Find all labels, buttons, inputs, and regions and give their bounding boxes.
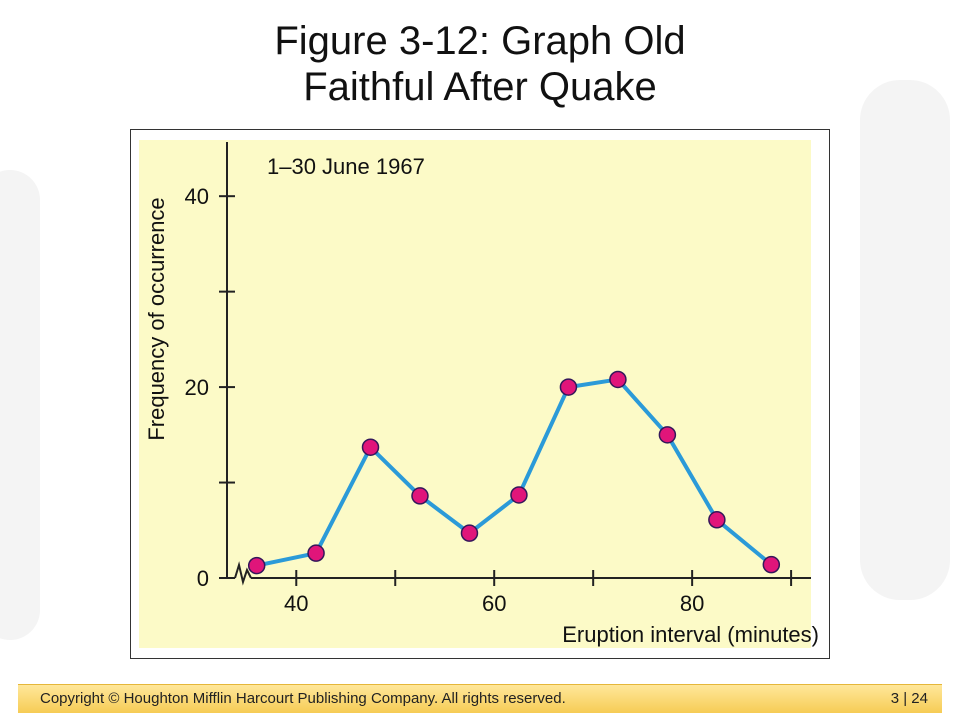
y-tick-label: 20 [185, 375, 209, 400]
y-tick-label: 0 [197, 566, 209, 591]
data-point [762, 555, 781, 574]
footer-page-number: 3 | 24 [890, 690, 928, 707]
line-chart: 0 20 40 40 60 80 1–30 June 1967 Eruption interv… [139, 140, 819, 648]
data-point [411, 487, 429, 505]
data-point [708, 511, 726, 529]
background-watermark-left [0, 170, 40, 640]
chart-annotation: 1–30 June 1967 [267, 154, 425, 179]
data-point [559, 378, 578, 396]
slide-title: Figure 3-12: Graph Old Faithful After Qu… [0, 18, 960, 110]
footer-copyright: Copyright © Houghton Mifflin Harcourt Pu… [40, 690, 566, 707]
data-point [307, 544, 325, 562]
figure-frame: 0 20 40 40 60 80 1–30 June 1967 Eruption interv… [130, 129, 830, 659]
footer-bar: Copyright © Houghton Mifflin Harcourt Pu… [18, 684, 942, 713]
slide-title-line-2: Faithful After Quake [303, 65, 657, 109]
background-watermark-right [860, 80, 950, 600]
y-tick-label: 40 [185, 184, 209, 209]
y-axis-label: Frequency of occurrence [144, 197, 169, 440]
data-point [247, 556, 266, 575]
x-axis-label: Eruption interval (minutes) [562, 622, 819, 647]
data-point [510, 486, 528, 504]
data-point [609, 370, 627, 389]
x-tick-label: 40 [284, 591, 308, 616]
x-tick-label: 60 [482, 591, 506, 616]
x-axis-break [234, 561, 252, 586]
data-point [658, 426, 677, 444]
slide-title-line-1: Figure 3-12: Graph Old [274, 19, 686, 63]
x-tick-label: 80 [680, 591, 704, 616]
data-point [460, 524, 479, 542]
data-point [361, 438, 380, 456]
